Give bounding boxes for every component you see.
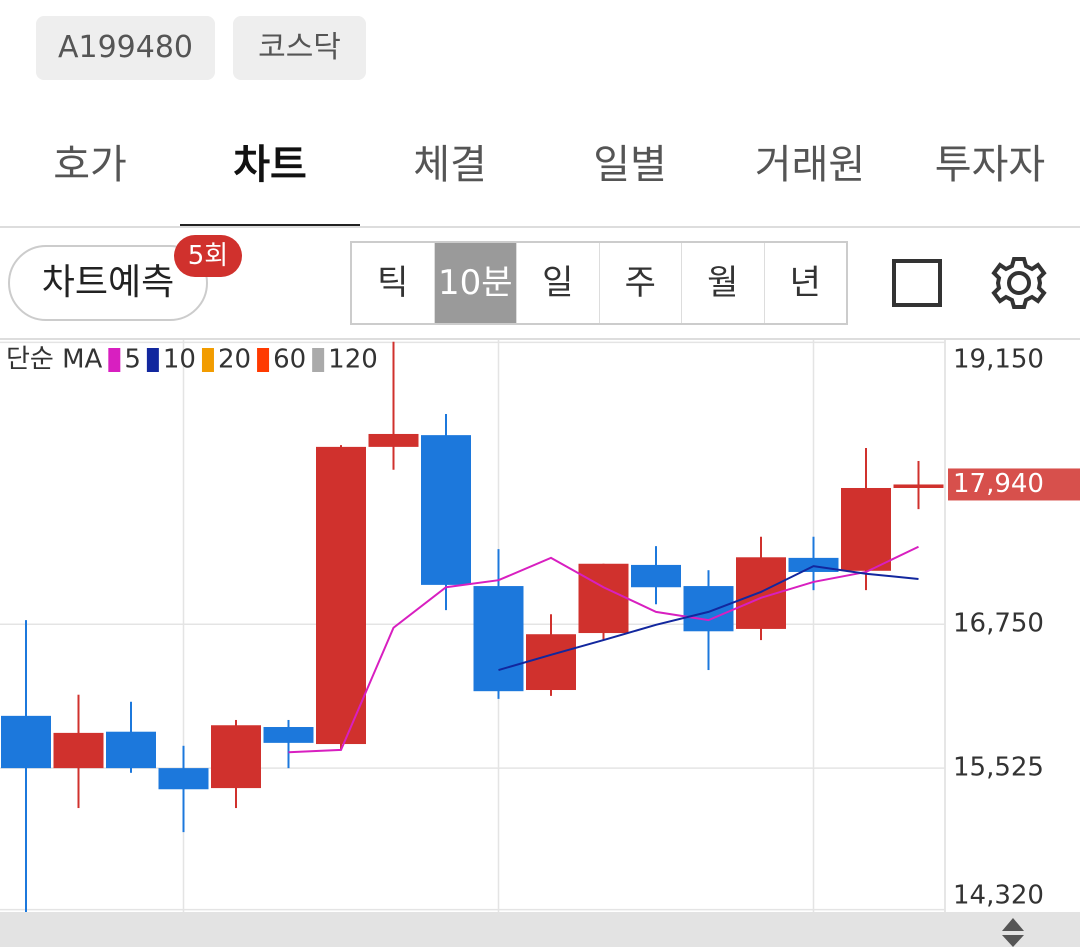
- legend-label: 20: [218, 345, 251, 375]
- candle-body: [106, 731, 156, 769]
- last-price: 17,940: [948, 468, 1080, 501]
- legend-label: 60: [273, 345, 306, 375]
- candle-body: [1, 715, 51, 769]
- last-price-label: 17,940: [953, 469, 1044, 499]
- period-option[interactable]: 년: [789, 263, 821, 303]
- legend-label: 120: [328, 345, 378, 375]
- candle-body: [211, 725, 261, 789]
- scroll-arrows[interactable]: [1002, 918, 1024, 947]
- candle-body: [421, 435, 471, 585]
- legend-label: 5: [124, 345, 141, 375]
- candle-body: [263, 727, 314, 743]
- last-price-box: [948, 468, 1080, 501]
- period-option[interactable]: 월: [682, 243, 765, 323]
- tab[interactable]: 호가: [53, 142, 127, 188]
- ma-line: [498, 565, 919, 672]
- legend-swatch: [312, 348, 325, 372]
- candle-body: [158, 768, 209, 790]
- candle-body: [53, 732, 104, 769]
- tab[interactable]: 일별: [593, 142, 667, 188]
- x-axis-bar: [0, 912, 1080, 947]
- candle-body: [631, 564, 681, 588]
- candle-body: [578, 563, 629, 634]
- candle-body: [683, 586, 734, 632]
- ma-line: [288, 545, 919, 754]
- candle-body: [368, 433, 419, 447]
- candle-body: [788, 557, 839, 572]
- period-option[interactable]: 틱: [352, 243, 435, 323]
- candle-body: [316, 446, 366, 745]
- prediction-badge: 5회: [174, 235, 242, 277]
- gear-outline[interactable]: [991, 257, 1047, 309]
- y-tick-label: 14,320: [953, 881, 1044, 911]
- arrow-down[interactable]: [1002, 935, 1024, 947]
- period-option[interactable]: 10분: [434, 243, 517, 323]
- period-option[interactable]: 주: [600, 243, 682, 323]
- fullscreen-icon[interactable]: [892, 259, 942, 307]
- tab[interactable]: 차트: [180, 130, 360, 227]
- y-tick-label: 19,150: [953, 345, 1044, 375]
- divider: [0, 226, 1080, 228]
- market-chip: 코스닥: [233, 16, 366, 80]
- y-tick-label: 16,750: [953, 609, 1044, 639]
- tab[interactable]: 거래원: [754, 142, 866, 188]
- settings-icon[interactable]: [991, 257, 1047, 309]
- legend-swatch: [108, 348, 121, 372]
- stock-code: A199480: [36, 16, 215, 80]
- legend-swatch: [146, 348, 159, 372]
- legend-swatch: [201, 348, 214, 372]
- candle-body: [841, 487, 891, 571]
- legend-swatch: [257, 348, 270, 372]
- legend-label: 10: [163, 345, 196, 375]
- legend: 단순 MA 5 10 20 60 120: [6, 345, 378, 375]
- candle-body: [893, 484, 944, 488]
- period-selector: 틱 10분 일 주 월 년: [350, 241, 848, 325]
- candle-body: [473, 586, 524, 692]
- period-option[interactable]: 일: [517, 243, 600, 323]
- y-tick-label: 15,525: [953, 753, 1044, 783]
- candle-body: [526, 634, 576, 691]
- tab[interactable]: 체결: [413, 142, 487, 188]
- plot: [0, 340, 945, 912]
- prediction-button[interactable]: 차트예측: [8, 245, 208, 321]
- legend-title: 단순 MA: [6, 345, 103, 375]
- arrow-up[interactable]: [1002, 918, 1024, 931]
- tab[interactable]: 투자자: [934, 142, 1046, 188]
- gear-hub[interactable]: [1007, 271, 1031, 295]
